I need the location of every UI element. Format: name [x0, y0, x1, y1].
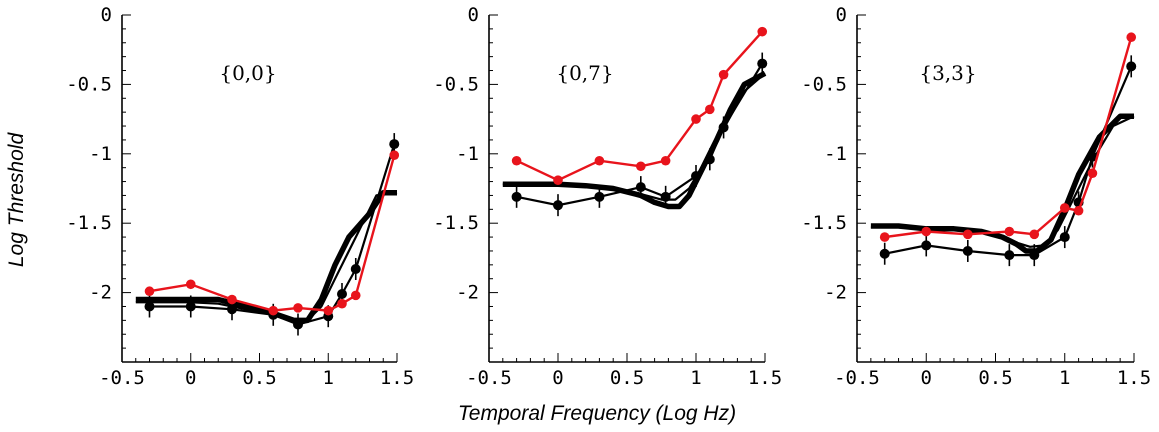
red-data-point: [511, 155, 522, 166]
black-data-point: [660, 191, 671, 202]
y-tick-label: -0.5: [801, 73, 847, 95]
red-data-point: [268, 305, 279, 316]
y-tick-label: 0: [101, 4, 112, 26]
y-tick-label: 0: [836, 4, 847, 26]
x-tick-label: 1: [690, 367, 701, 389]
x-tick-label: 1: [1059, 367, 1070, 389]
x-tick-label: -0.5: [834, 367, 880, 389]
black-data-point: [962, 245, 973, 256]
red-data-point: [1126, 32, 1137, 43]
panel-3: -0.5 0 0.5 1 1.5 0 -0.5 -1 -1.5 -2 {3,3}: [801, 4, 1151, 389]
black-data-point: [293, 319, 303, 330]
red-data-point: [757, 26, 768, 37]
red-data-point: [705, 104, 715, 115]
y-tick-label: -0.5: [433, 73, 479, 95]
black-data-point: [757, 58, 768, 69]
black-data-point: [594, 191, 605, 202]
red-data-point: [1004, 226, 1015, 237]
x-tick-label: 1: [323, 367, 334, 389]
black-data-point: [389, 139, 400, 150]
x-axis-title: Temporal Frequency (Log Hz): [458, 402, 736, 425]
y-axis-title: Log Threshold: [5, 132, 28, 268]
panel-label: {0,7}: [556, 61, 613, 85]
x-tick-label: 0.5: [610, 367, 644, 389]
y-tick-label: -2: [89, 282, 112, 304]
x-tick-label: 1.5: [380, 367, 414, 389]
red-data-point: [1087, 168, 1098, 179]
black-data-point: [1029, 250, 1040, 261]
y-tick-label: -1.5: [801, 212, 847, 234]
red-data-point: [293, 303, 303, 313]
x-tick-label: 0: [552, 367, 563, 389]
x-tick-label: -0.5: [466, 367, 512, 389]
x-tick-label: 0: [185, 367, 196, 389]
red-data-line: [516, 30, 764, 182]
red-data-point: [337, 298, 347, 309]
y-tick-label: -1: [824, 143, 847, 165]
model-fit-thin-line: [135, 191, 398, 322]
x-tick-label: -0.5: [99, 367, 145, 389]
black-data-point: [879, 248, 890, 259]
red-data-point: [963, 229, 973, 240]
model-fit-thin-line: [870, 115, 1135, 248]
red-data-point: [1059, 203, 1070, 213]
red-data-point: [323, 305, 334, 316]
y-tick-label: -1: [89, 143, 112, 165]
red-data-point: [1073, 205, 1084, 216]
x-tick-label: 0: [921, 367, 932, 389]
y-tick-label: -0.5: [66, 73, 112, 95]
black-data-point: [1126, 61, 1137, 72]
red-data-point: [144, 286, 155, 297]
x-tick-label: 0.5: [242, 367, 276, 389]
red-data-point: [389, 150, 400, 160]
x-tick-label: 1.5: [748, 367, 782, 389]
panel-2: -0.5 0 0.5 1 1.5 0 -0.5 -1 -1.5 -2 {0,7}: [433, 4, 782, 389]
black-data-point: [704, 154, 715, 165]
black-data-point: [144, 301, 155, 312]
y-tick-label: -1: [456, 143, 479, 165]
black-data-point: [635, 182, 646, 193]
model-fit-line: [502, 70, 767, 210]
black-data-point: [921, 240, 932, 251]
black-data-point: [1059, 232, 1070, 243]
red-data-point: [879, 232, 890, 242]
red-data-point: [921, 226, 932, 237]
red-data-point: [1029, 229, 1040, 240]
black-data-point: [691, 171, 701, 182]
red-data-point: [350, 290, 361, 301]
model-fit-thin-line: [502, 72, 766, 201]
red-data-point: [553, 175, 563, 185]
black-data-point: [553, 200, 563, 211]
y-tick-label: -2: [456, 282, 479, 304]
red-data-point: [185, 279, 196, 290]
panel-label: {3,3}: [919, 61, 976, 85]
black-data-point: [337, 288, 347, 299]
black-data-point: [350, 264, 361, 275]
y-tick-label: -1.5: [66, 212, 112, 234]
black-data-point: [511, 191, 522, 202]
x-tick-label: 1.5: [1117, 367, 1151, 389]
red-data-point: [636, 161, 646, 172]
red-data-point: [227, 294, 237, 305]
x-tick-label: 0.5: [978, 367, 1012, 389]
red-data-point: [594, 155, 605, 166]
black-data-point: [185, 301, 196, 312]
panels: -0.5 0 0.5 1 1.5 0 -0.5 -1 -1.5 -2 {0,0} -0.5 0 0.5 1 1…: [66, 4, 1151, 389]
y-tick-label: -2: [824, 282, 847, 304]
y-tick-label: 0: [468, 4, 479, 26]
black-data-point: [1087, 151, 1098, 162]
red-data-point: [660, 155, 671, 166]
black-data-point: [718, 122, 729, 133]
red-data-point: [718, 69, 729, 80]
red-data-point: [691, 114, 701, 124]
black-data-point: [227, 304, 237, 315]
black-data-point: [1004, 250, 1015, 261]
y-tick-label: -1.5: [433, 212, 479, 234]
panel-1: -0.5 0 0.5 1 1.5 0 -0.5 -1 -1.5 -2 {0,0}: [66, 4, 414, 389]
panel-label: {0,0}: [219, 61, 276, 85]
